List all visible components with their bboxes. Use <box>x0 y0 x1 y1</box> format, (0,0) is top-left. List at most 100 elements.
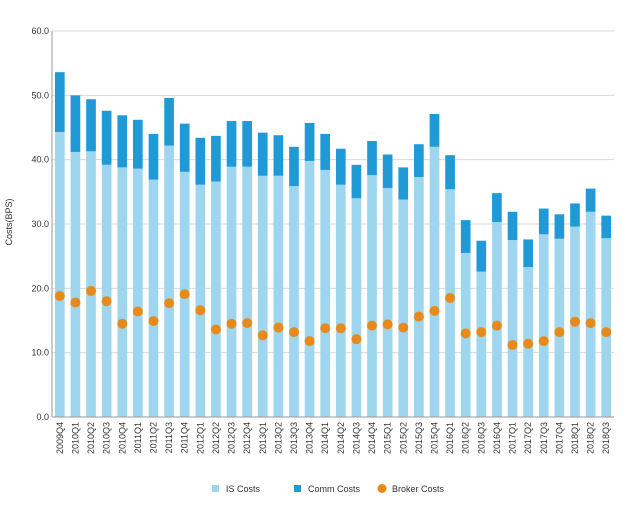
broker-costs-point <box>569 316 580 327</box>
y-tick-label: 50.0 <box>31 90 49 100</box>
bar-is-costs <box>54 132 65 417</box>
broker-costs-point <box>273 322 284 333</box>
legend[interactable]: IS Costs Comm Costs Broker Costs <box>212 484 445 494</box>
y-tick-label: 40.0 <box>31 155 49 165</box>
legend-item-is-costs[interactable]: IS Costs <box>212 484 261 494</box>
x-tick-label: 2010Q4 <box>117 422 127 454</box>
bar-comm-costs <box>367 141 377 176</box>
x-tick-label: 2011Q3 <box>164 422 174 453</box>
broker-costs-point <box>195 305 206 316</box>
broker-costs-point <box>367 320 378 331</box>
broker-costs-point <box>210 324 221 335</box>
broker-costs-point <box>86 285 97 296</box>
legend-swatch <box>294 485 301 492</box>
x-tick-label: 2018Q2 <box>586 422 596 454</box>
legend-item-broker-costs[interactable]: Broker Costs <box>377 484 445 494</box>
broker-costs-point <box>320 323 331 334</box>
legend-swatch <box>212 485 219 492</box>
bar-comm-costs <box>101 110 112 165</box>
grid-lines <box>52 30 614 354</box>
bar-is-costs <box>367 175 377 417</box>
x-tick-label: 2011Q4 <box>180 422 190 453</box>
x-tick-label: 2017Q2 <box>523 422 533 454</box>
broker-costs-point <box>601 327 612 338</box>
x-tick-label: 2009Q4 <box>55 422 65 454</box>
broker-costs-point <box>148 316 159 327</box>
bar-is-costs <box>429 146 440 418</box>
bar-is-costs <box>226 166 237 417</box>
bar-is-costs <box>164 145 174 417</box>
x-tick-label: 2010Q1 <box>70 422 80 454</box>
bar-comm-costs <box>476 240 487 272</box>
x-tick-label: 2016Q3 <box>476 422 486 454</box>
bar-comm-costs <box>133 119 143 169</box>
bar-is-costs <box>148 179 159 417</box>
x-tick-label: 2011Q2 <box>148 422 158 453</box>
broker-costs-point <box>54 291 65 302</box>
x-tick-label: 2012Q1 <box>195 422 205 454</box>
bar-is-costs <box>414 177 424 417</box>
x-tick-label: 2015Q4 <box>429 422 439 454</box>
broker-costs-point <box>117 318 128 329</box>
broker-costs-point <box>179 289 190 300</box>
legend-item-comm-costs[interactable]: Comm Costs <box>294 484 361 494</box>
broker-costs-point <box>523 338 534 349</box>
x-tick-label: 2013Q3 <box>289 422 299 454</box>
bar-is-costs <box>257 175 268 417</box>
x-tick-label: 2010Q2 <box>86 422 96 454</box>
bar-comm-costs <box>538 208 549 235</box>
bar-is-costs <box>351 198 362 417</box>
x-tick-label: 2015Q1 <box>383 422 393 454</box>
bar-comm-costs <box>164 97 174 146</box>
broker-costs-point <box>257 330 268 341</box>
x-tick-label: 2017Q1 <box>508 422 518 454</box>
bar-comm-costs <box>460 220 471 253</box>
x-tick-label: 2014Q2 <box>336 422 346 454</box>
bar-comm-costs <box>54 72 65 133</box>
y-tick-labels: 0.0 10.0 20.0 30.0 40.0 50.0 60.0 <box>31 26 49 422</box>
bar-is-costs <box>398 199 409 417</box>
bar-comm-costs <box>335 148 346 185</box>
broker-costs-point <box>476 327 487 338</box>
bar-comm-costs <box>257 132 268 176</box>
broker-costs-point <box>101 296 112 307</box>
broker-costs-point <box>288 327 299 338</box>
bar-is-costs <box>195 184 206 417</box>
bar-is-costs <box>538 234 549 417</box>
x-tick-label: 2013Q2 <box>273 422 283 454</box>
x-tick-label: 2011Q1 <box>133 422 143 453</box>
bar-is-costs <box>585 211 596 417</box>
bar-is-costs <box>507 240 518 417</box>
bar-comm-costs <box>117 115 128 168</box>
broker-costs-point <box>351 334 362 345</box>
bar-comm-costs <box>554 214 565 239</box>
bar-is-costs <box>133 168 143 417</box>
bar-comm-costs <box>70 95 81 152</box>
x-tick-label: 2013Q1 <box>258 422 268 454</box>
bar-is-costs <box>476 271 487 417</box>
bar-is-costs <box>70 151 81 418</box>
bar-comm-costs <box>289 146 299 187</box>
x-tick-label: 2016Q4 <box>492 422 502 454</box>
x-tick-label: 2010Q3 <box>102 422 112 454</box>
y-tick-label: 20.0 <box>31 283 49 293</box>
bar-is-costs <box>101 164 112 417</box>
bar-is-costs <box>335 184 346 417</box>
bar-comm-costs <box>226 121 237 167</box>
broker-cost-dots <box>54 285 612 350</box>
x-tick-label: 2016Q2 <box>461 422 471 454</box>
bar-comm-costs <box>273 135 284 176</box>
legend-swatch <box>377 484 387 493</box>
bar-comm-costs <box>523 239 533 268</box>
bar-is-costs <box>304 160 315 417</box>
bar-comm-costs <box>570 203 580 227</box>
bar-is-costs <box>289 186 299 417</box>
bar-is-costs <box>492 222 502 417</box>
x-tick-label: 2012Q2 <box>211 422 221 454</box>
broker-costs-point <box>445 292 456 303</box>
x-tick-label: 2012Q3 <box>227 422 237 454</box>
bar-comm-costs <box>601 215 612 239</box>
bar-comm-costs <box>195 137 206 185</box>
bar-comm-costs <box>351 164 362 199</box>
